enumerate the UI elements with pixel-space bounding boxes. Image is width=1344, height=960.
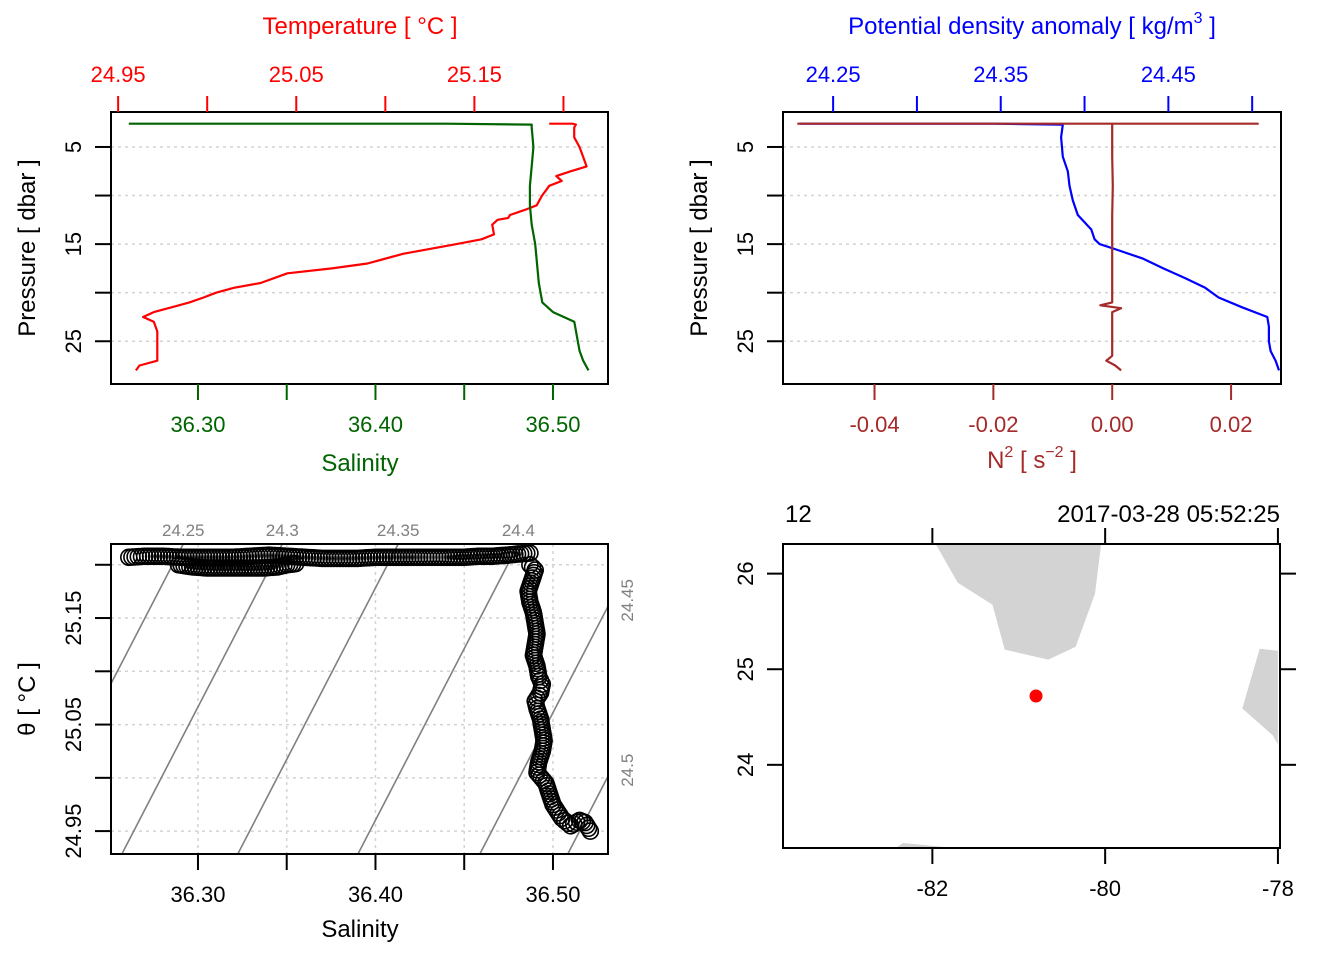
ts-point — [576, 813, 594, 832]
tick-label: 36.50 — [525, 412, 580, 437]
isopycnal-line — [120, 544, 284, 854]
series-line-salinity — [128, 122, 590, 371]
tick-label: 0.00 — [1091, 412, 1134, 437]
isopycnal-label: 24.3 — [266, 521, 299, 540]
station-number: 12 — [785, 501, 812, 528]
plot-frame — [110, 111, 609, 385]
tick-label: 25.05 — [269, 62, 324, 87]
series-line-temperature — [135, 122, 588, 372]
isopycnal-labels: 24.25 24.3 24.35 24.4 24.45 24.5 — [162, 521, 637, 787]
lat-tick-label: 24 — [733, 753, 758, 777]
isopycnal-line — [566, 774, 608, 854]
isopycnal-line — [357, 544, 520, 854]
tick-label: 36.30 — [170, 412, 225, 437]
panel-temperature-salinity-profile: 24.95 25.05 25.15 36.30 36.40 36.50 5 15 25 Te… — [14, 13, 609, 477]
pressure-axis: 5 15 25 — [61, 141, 111, 353]
salinity-axis-title: Salinity — [321, 450, 398, 477]
ts-point — [558, 814, 577, 833]
plot-frame — [110, 543, 609, 855]
tick-label: 0.02 — [1210, 412, 1253, 437]
pressure-axis: 5 15 25 — [733, 141, 783, 353]
map-axes: -82 -80 -78 24 25 26 — [733, 528, 1296, 901]
station-layer — [1029, 689, 1043, 703]
map-frame — [782, 543, 1281, 849]
salinity-axis: 36.30 36.40 36.50 — [170, 384, 581, 437]
ts-point — [579, 819, 598, 838]
tick-label: 25.15 — [447, 62, 502, 87]
tick-label: 25.15 — [61, 591, 86, 646]
tick-label: 25.05 — [61, 697, 86, 752]
tick-label: 24.25 — [806, 62, 861, 87]
tick-label: 36.40 — [348, 412, 403, 437]
isopycnal-label: 24.35 — [377, 521, 420, 540]
isopycnal-line — [236, 544, 400, 854]
tick-label: 24.35 — [973, 62, 1028, 87]
grid — [111, 146, 608, 343]
tick-label: 5 — [61, 141, 86, 153]
lon-tick-label: -80 — [1089, 876, 1121, 901]
salinity-axis-title: Salinity — [321, 916, 398, 943]
ts-points — [120, 544, 600, 840]
ts-point — [521, 544, 539, 562]
temperature-axis: 24.95 25.05 25.15 — [91, 62, 565, 112]
tick-label: 36.50 — [525, 882, 580, 907]
ts-point — [577, 816, 596, 835]
land-bahamas-andros — [1242, 648, 1278, 745]
tick-label: 24.95 — [91, 62, 146, 87]
tick-label: 36.40 — [348, 882, 403, 907]
ts-point — [581, 822, 600, 840]
lon-tick-label: -78 — [1262, 876, 1294, 901]
tick-label: 24.95 — [61, 804, 86, 859]
isopycnal-label: 24.5 — [618, 754, 637, 787]
tick-label: 15 — [733, 232, 758, 256]
tick-label: -0.04 — [849, 412, 899, 437]
coastline-land — [895, 544, 1278, 848]
series-layer — [128, 122, 590, 372]
pressure-axis-title: Pressure [ dbar ] — [686, 159, 713, 336]
density-axis-title: Potential density anomaly [ kg/m3 ] — [848, 10, 1216, 40]
ts-point — [555, 811, 574, 830]
temperature-axis-title: Temperature [ °C ] — [263, 13, 458, 40]
series-line-potential-density-anomaly — [799, 122, 1281, 371]
tick-label: 15 — [61, 232, 86, 256]
tick-label: -0.02 — [968, 412, 1018, 437]
land-cuba-edge — [895, 843, 955, 848]
isopycnal-label: 24.25 — [162, 521, 205, 540]
n2-axis-title: N2 [ s−2 ] — [987, 444, 1077, 474]
ts-point — [286, 554, 305, 573]
n2-axis: -0.04 -0.02 0.00 0.02 — [849, 384, 1252, 437]
lon-tick-label: -82 — [916, 876, 948, 901]
series-layer — [797, 122, 1281, 372]
pressure-axis-title: Pressure [ dbar ] — [14, 159, 41, 336]
tick-label: 25 — [733, 329, 758, 353]
tick-label: 25 — [61, 329, 86, 353]
isopycnal-label: 24.4 — [502, 521, 535, 540]
grid — [783, 146, 1281, 343]
station-marker — [1029, 689, 1043, 703]
theta-axis-title: θ [ °C ] — [14, 662, 41, 736]
tick-label: 5 — [733, 141, 758, 153]
theta-axis: 24.95 25.05 25.15 — [61, 563, 111, 859]
lat-tick-label: 25 — [733, 657, 758, 681]
panel-station-map: -82 -80 -78 24 25 26 12 2017-03-28 05:52:25 — [733, 501, 1296, 901]
station-time: 2017-03-28 05:52:25 — [1057, 501, 1280, 528]
plot-frame — [782, 111, 1282, 385]
series-line-n2 — [797, 122, 1259, 372]
salinity-axis: 36.30 36.40 36.50 — [170, 854, 581, 907]
density-axis: 24.25 24.35 24.45 — [806, 62, 1254, 112]
lat-tick-label: 26 — [733, 561, 758, 585]
tick-label: 24.45 — [1141, 62, 1196, 87]
isopycnal-label: 24.45 — [618, 579, 637, 622]
land-florida — [935, 544, 1102, 660]
panel-density-n2-profile: 24.25 24.35 24.45 -0.04 -0.02 0.00 0.02 5 15 25… — [686, 10, 1282, 474]
tick-label: 36.30 — [170, 882, 225, 907]
